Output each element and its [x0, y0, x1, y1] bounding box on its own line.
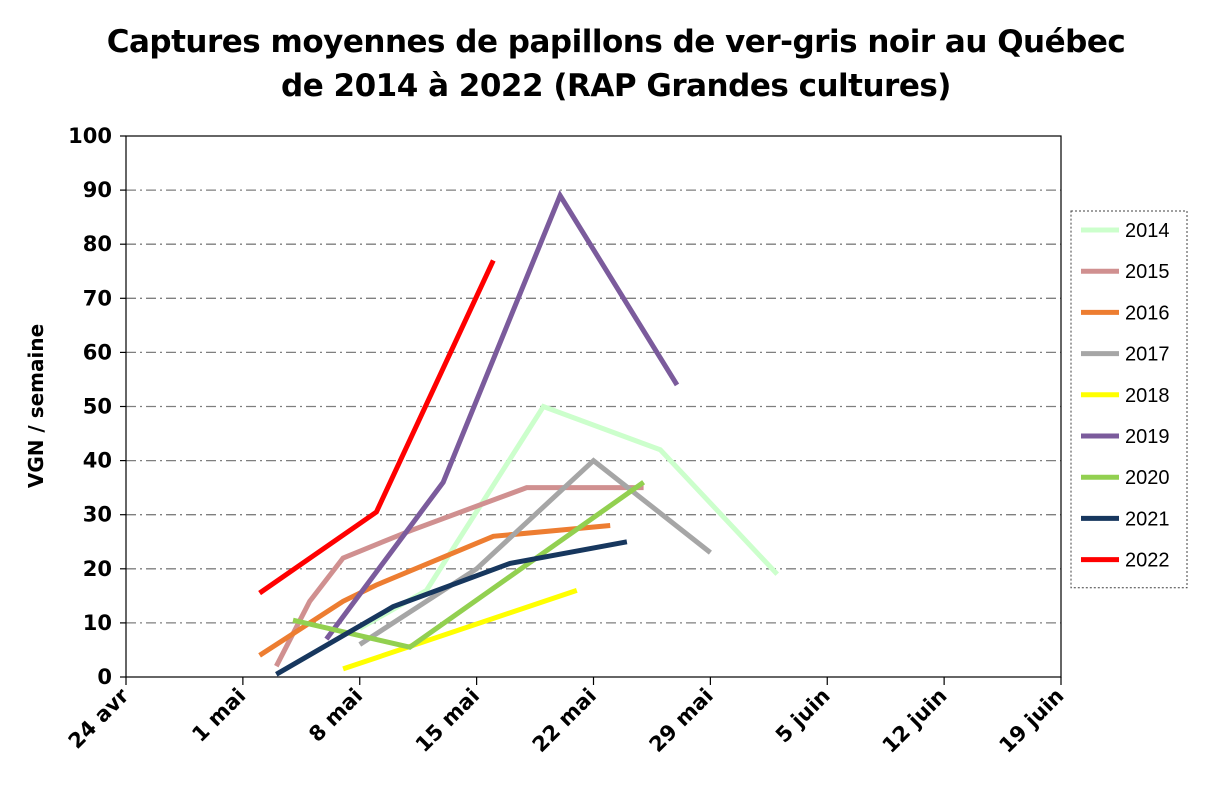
legend-label-2014: 2014 [1125, 220, 1170, 242]
y-tick-label: 100 [68, 124, 112, 148]
legend-label-2020: 2020 [1125, 467, 1170, 489]
y-tick-label: 0 [97, 665, 112, 689]
x-tick-label: 8 mai [304, 684, 367, 747]
y-tick-label: 80 [83, 232, 112, 256]
series-line-2016 [258, 523, 611, 658]
x-tick-label: 1 mai [187, 684, 250, 747]
chart-title-line2: de 2014 à 2022 (RAP Grandes cultures) [281, 68, 951, 104]
series-lines [258, 189, 780, 677]
x-tick-label: 15 mai [411, 684, 484, 757]
x-tick-label: 5 juin [771, 684, 835, 748]
y-tick-label: 40 [83, 449, 112, 473]
series-line-2022 [258, 259, 496, 596]
y-tick-label: 90 [83, 178, 112, 202]
legend: 2014 2015 2016 2017 2018 2019 2020 2021 2022 [1070, 210, 1188, 589]
x-tick-label: 12 juin [878, 684, 952, 758]
y-tick-label: 30 [83, 503, 112, 527]
legend-label-2016: 2016 [1125, 302, 1170, 324]
x-tick-label: 24 avr [64, 683, 134, 753]
legend-label-2022: 2022 [1125, 550, 1170, 572]
series-line-2015 [274, 485, 644, 668]
series-line-2018 [342, 588, 578, 672]
y-tick-label: 10 [83, 611, 112, 635]
y-tick-label: 20 [83, 557, 112, 581]
legend-box [1070, 210, 1188, 589]
legend-label-2018: 2018 [1125, 385, 1170, 407]
y-tick-label: 70 [83, 286, 112, 310]
chart-title-line1: Captures moyennes de papillons de ver-gr… [106, 24, 1126, 60]
tick-labels: 0 10 20 30 40 50 60 70 80 90 100 24 avr 1 mai 8 mai 15… [64, 124, 1069, 758]
legend-label-2021: 2021 [1125, 508, 1170, 530]
axes [120, 135, 1062, 685]
legend-label-2019: 2019 [1125, 426, 1170, 448]
y-tick-label: 60 [83, 340, 112, 364]
gridlines [126, 189, 1061, 624]
series-line-2021 [275, 539, 628, 677]
x-tick-label: 29 mai [645, 684, 718, 757]
series-line-2019 [324, 189, 680, 641]
series-line-2020 [292, 480, 646, 650]
legend-label-2017: 2017 [1125, 344, 1170, 366]
series-line-2017 [358, 457, 712, 647]
x-tick-label: 22 mai [528, 684, 601, 757]
x-tick-label: 19 juin [994, 684, 1068, 758]
y-tick-label: 50 [83, 395, 112, 419]
legend-label-2015: 2015 [1125, 261, 1170, 283]
